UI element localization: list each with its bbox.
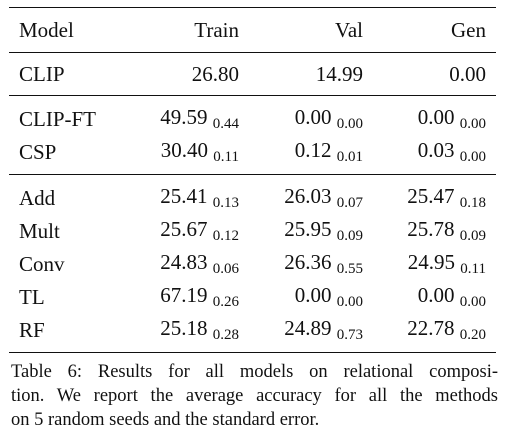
- train-cell: 49.59 0.44: [135, 95, 249, 135]
- header-train: Train: [135, 7, 249, 53]
- train-standard-error: 0.06: [212, 261, 239, 277]
- train-mean: 24.83: [160, 250, 208, 274]
- gen-value: 0.00: [373, 52, 496, 96]
- val-cell: 0.00 0.00: [249, 95, 373, 135]
- val-mean: 0.12: [294, 138, 332, 162]
- train-mean: 67.19: [160, 283, 208, 307]
- train-mean: 25.67: [160, 217, 208, 241]
- results-table-container: Model Train Val Gen CLIP 26.80 14.99 0.0…: [9, 7, 496, 353]
- val-cell: 24.89 0.73: [249, 313, 373, 353]
- gen-cell: 25.47 0.18: [373, 174, 496, 214]
- train-cell: 25.41 0.13: [135, 174, 249, 214]
- train-cell: 25.18 0.28: [135, 313, 249, 353]
- header-gen: Gen: [373, 7, 496, 53]
- model-name: Conv: [19, 251, 65, 276]
- gen-cell: 0.03 0.00: [373, 135, 496, 175]
- table-row: Mult 25.67 0.12 25.95 0.09 25.78 0.09: [9, 214, 496, 247]
- val-mean: 0.00: [294, 283, 332, 307]
- train-standard-error: 0.44: [212, 116, 239, 132]
- val-value: 14.99: [249, 52, 373, 96]
- model-name: CLIP-FT: [9, 95, 135, 135]
- table-row: Add 25.41 0.13 26.03 0.07 25.47 0.18: [9, 174, 496, 214]
- model-name: RF: [9, 313, 135, 353]
- caption-line: tion. We report the average accuracy for…: [11, 386, 498, 406]
- train-cell: 25.67 0.12: [135, 214, 249, 247]
- table-caption: Table 6: Results for all models on relat…: [11, 360, 498, 432]
- table-row: RF 25.18 0.28 24.89 0.73 22.78 0.20: [9, 313, 496, 353]
- train-cell: 24.83 0.06: [135, 247, 249, 280]
- val-mean: 25.95: [284, 217, 332, 241]
- table-row: Conv 24.83 0.06 26.36 0.55 24.95 0.11: [9, 247, 496, 280]
- train-cell: 67.19 0.26: [135, 280, 249, 313]
- gen-cell: 0.00 0.00: [373, 95, 496, 135]
- gen-standard-error: 0.20: [459, 327, 486, 343]
- model-name: Mult: [19, 218, 60, 243]
- gen-cell: 25.78 0.09: [373, 214, 496, 247]
- table-header: Model Train Val Gen: [9, 7, 496, 53]
- train-standard-error: 0.26: [212, 294, 239, 310]
- val-cell: 26.03 0.07: [249, 174, 373, 214]
- val-standard-error: 0.73: [336, 327, 363, 343]
- table-row: TL 67.19 0.26 0.00 0.00 0.00 0.00: [9, 280, 496, 313]
- table-row: CSP 30.40 0.11 0.12 0.01 0.03 0.00: [9, 135, 496, 175]
- train-mean: 30.40: [160, 138, 209, 162]
- train-value: 26.80: [135, 52, 249, 96]
- compositional-group: Add 25.41 0.13 26.03 0.07 25.47 0.18 Mult 25.…: [9, 174, 496, 353]
- val-mean: 26.36: [284, 250, 332, 274]
- val-standard-error: 0.07: [336, 195, 363, 211]
- val-standard-error: 0.00: [336, 116, 363, 132]
- gen-standard-error: 0.09: [459, 228, 486, 244]
- gen-mean: 0.00: [417, 283, 455, 307]
- table-row: CLIP-FT 49.59 0.44 0.00 0.00 0.00 0.00: [9, 95, 496, 135]
- val-standard-error: 0.55: [336, 261, 363, 277]
- caption-line: Table 6: Results for all models on relat…: [11, 362, 498, 382]
- train-cell: 30.40 0.11: [135, 135, 249, 175]
- finetuned-group: CLIP-FT 49.59 0.44 0.00 0.00 0.00 0.00 CSP 30…: [9, 95, 496, 175]
- gen-standard-error: 0.11: [460, 261, 486, 277]
- gen-cell: 24.95 0.11: [373, 247, 496, 280]
- val-standard-error: 0.00: [336, 294, 363, 310]
- gen-cell: 0.00 0.00: [373, 280, 496, 313]
- gen-standard-error: 0.00: [459, 294, 486, 310]
- train-mean: 25.41: [160, 184, 208, 208]
- model-name: CSP: [19, 139, 57, 164]
- val-cell: 26.36 0.55: [249, 247, 373, 280]
- gen-standard-error: 0.00: [459, 116, 486, 132]
- gen-mean: 25.47: [407, 184, 455, 208]
- train-mean: 25.18: [160, 316, 208, 340]
- val-mean: 24.89: [284, 316, 332, 340]
- gen-mean: 24.95: [407, 250, 456, 274]
- val-mean: 26.03: [284, 184, 332, 208]
- train-standard-error: 0.12: [212, 228, 239, 244]
- train-standard-error: 0.13: [212, 195, 239, 211]
- gen-standard-error: 0.00: [459, 149, 486, 165]
- gen-mean: 0.03: [417, 138, 455, 162]
- val-cell: 0.00 0.00: [249, 280, 373, 313]
- table-row: CLIP 26.80 14.99 0.00: [9, 52, 496, 96]
- val-standard-error: 0.09: [336, 228, 363, 244]
- gen-mean: 0.00: [417, 105, 455, 129]
- val-mean: 0.00: [294, 105, 332, 129]
- header-model: Model: [9, 7, 135, 53]
- caption-line: on 5 random seeds and the standard error…: [11, 410, 320, 430]
- val-cell: 0.12 0.01: [249, 135, 373, 175]
- gen-cell: 22.78 0.20: [373, 313, 496, 353]
- val-standard-error: 0.01: [336, 149, 363, 165]
- train-mean: 49.59: [160, 105, 208, 129]
- header-val: Val: [249, 7, 373, 53]
- gen-mean: 22.78: [407, 316, 455, 340]
- gen-standard-error: 0.18: [459, 195, 486, 211]
- train-standard-error: 0.28: [212, 327, 239, 343]
- val-cell: 25.95 0.09: [249, 214, 373, 247]
- results-table: Model Train Val Gen CLIP 26.80 14.99 0.0…: [9, 7, 496, 353]
- train-standard-error: 0.11: [213, 149, 239, 165]
- baseline-group: CLIP 26.80 14.99 0.00: [9, 52, 496, 96]
- model-name: TL: [19, 284, 45, 309]
- model-name: Add: [9, 174, 135, 214]
- gen-mean: 25.78: [407, 217, 455, 241]
- model-name: CLIP: [9, 52, 135, 96]
